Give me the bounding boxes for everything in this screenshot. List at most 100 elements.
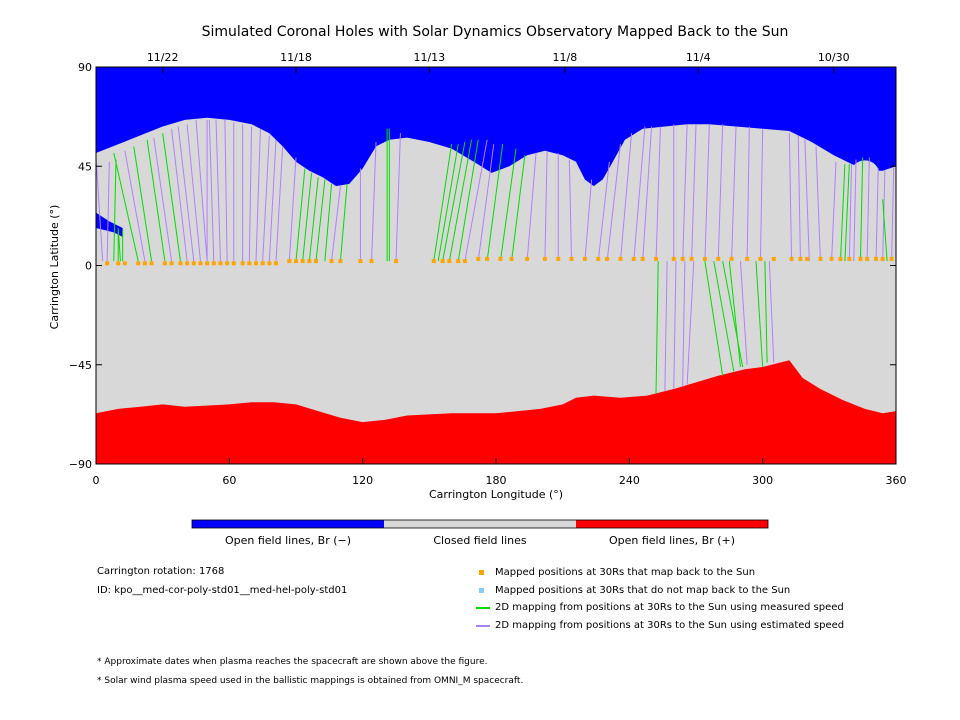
estimated-mapping-line-62: [682, 124, 688, 262]
colorbar: [191, 519, 769, 529]
mapped-point-13: [211, 261, 216, 266]
open-negative-region: [96, 67, 896, 187]
estimated-mapping-line-17: [208, 119, 215, 262]
estimated-mapping-line-68: [759, 128, 764, 262]
mapped-point-28: [329, 259, 334, 264]
measured-mapping-line-92: [728, 261, 741, 368]
mapped-point-23: [287, 259, 292, 264]
estimated-mapping-line-70: [797, 135, 801, 262]
estimated-mapping-line-51: [544, 150, 548, 262]
estimated-mapping-line-59: [642, 126, 653, 262]
measured-mapping-line-44: [457, 139, 479, 262]
measured-mapping-line-84: [655, 261, 659, 394]
mapped-point-30: [358, 259, 363, 264]
carrington-rotation: Carrington rotation: 1768: [97, 566, 225, 577]
mapped-point-41: [509, 256, 514, 261]
mapped-point-26: [307, 259, 312, 264]
x-tick-label-2: 120: [352, 474, 373, 487]
mapped-point-45: [569, 256, 574, 261]
x-tick-label-6: 360: [886, 474, 907, 487]
purple-line-icon: [476, 624, 490, 627]
mapped-point-4: [142, 261, 147, 266]
estimated-mapping-line-39: [395, 133, 401, 262]
measured-mapping-line-4: [117, 227, 121, 262]
mapped-point-16: [231, 261, 236, 266]
estimated-mapping-line-66: [731, 126, 737, 262]
mapped-point-21: [267, 261, 272, 266]
mapped-point-51: [640, 256, 645, 261]
mapped-point-59: [745, 256, 750, 261]
estimated-mapping-line-56: [606, 144, 621, 262]
mapped-point-40: [498, 256, 503, 261]
measured-mapping-line-74: [839, 164, 846, 262]
estimated-mapping-line-46: [477, 144, 495, 262]
estimated-mapping-line-55: [597, 161, 610, 262]
estimated-mapping-line-36: [371, 141, 377, 262]
colorbar-label-positive: Open field lines, Br (+): [608, 534, 736, 547]
mapped-point-65: [818, 256, 823, 261]
y-tick-label-4: −90: [69, 458, 92, 471]
mapped-point-6: [162, 261, 167, 266]
estimated-mapping-line-65: [717, 124, 724, 262]
mapped-point-58: [729, 256, 734, 261]
mapped-point-71: [874, 256, 878, 261]
mapped-point-1: [116, 261, 121, 266]
open-positive-region: [96, 360, 896, 464]
mapped-point-56: [702, 256, 707, 261]
measured-mapping-line-11: [162, 133, 181, 262]
legend-estimated-label: 2D mapping from positions at 30Rs to the…: [495, 620, 845, 631]
estimated-mapping-line-23: [255, 128, 261, 262]
mapped-point-31: [369, 259, 374, 264]
mapped-point-62: [789, 256, 794, 261]
date-tick-label-0: 11/22: [147, 51, 179, 64]
measured-mapping-line-8: [133, 146, 153, 262]
legend-measured: 2D mapping from positions at 30Rs to the…: [476, 602, 844, 613]
mapped-point-18: [247, 261, 252, 266]
mapped-point-25: [300, 259, 305, 264]
measured-mapping-line-34: [339, 183, 348, 262]
estimated-mapping-line-53: [568, 159, 573, 262]
estimated-mapping-line-87: [682, 261, 686, 387]
estimated-mapping-line-33: [331, 186, 341, 262]
axes: 0 60 120 180 240 300 360 90 45 0 −45 −90 11/22 11/18 1…: [69, 51, 907, 487]
estimated-mapping-line-85: [664, 261, 668, 392]
mapped-point-5: [149, 261, 154, 266]
estimated-mapping-line-18: [215, 119, 221, 262]
mapped-point-69: [858, 256, 863, 261]
measured-mapping-line-31: [315, 179, 326, 262]
mapped-point-46: [582, 256, 587, 261]
estimated-mapping-line-79: [866, 157, 870, 262]
legend-unmapped-label: Mapped positions at 30Rs that do not map…: [495, 585, 791, 596]
measured-mapping-line-90: [713, 260, 735, 372]
y-tick-label-0: 90: [78, 61, 92, 74]
colorbar-segment-2: [576, 520, 768, 528]
estimated-mapping-line-14: [186, 124, 201, 262]
legend-estimated: 2D mapping from positions at 30Rs to the…: [476, 620, 844, 631]
mapped-point-24: [294, 259, 298, 264]
mapped-point-19: [254, 261, 258, 266]
mapped-point-15: [225, 261, 230, 266]
mapped-point-73: [889, 256, 894, 261]
estimated-mapping-line-93: [739, 261, 748, 365]
estimated-mapping-line-80: [875, 168, 879, 262]
mapped-point-54: [680, 256, 685, 261]
mapped-point-35: [447, 259, 452, 264]
estimated-mapping-line-57: [619, 133, 633, 262]
mapped-point-33: [431, 259, 436, 264]
estimated-mapping-line-7: [124, 150, 146, 262]
estimated-mapping-line-83: [891, 166, 895, 262]
x-tick-label-4: 240: [619, 474, 640, 487]
colorbar-frame: [191, 519, 769, 529]
mapped-point-11: [198, 261, 203, 266]
mapped-point-67: [838, 256, 843, 261]
mapped-point-44: [556, 256, 561, 261]
mapped-point-72: [880, 256, 885, 261]
measured-mapping-line-49: [511, 155, 526, 262]
estimated-mapping-line-60: [655, 126, 661, 262]
estimated-mapping-line-24: [262, 135, 270, 262]
measured-mapping-line-40: [433, 144, 453, 262]
chart-title: Simulated Coronal Holes with Solar Dynam…: [202, 24, 789, 40]
footnote-dates: * Approximate dates when plasma reaches …: [97, 657, 488, 667]
mapped-point-49: [618, 256, 623, 261]
mapped-point-39: [485, 256, 490, 261]
